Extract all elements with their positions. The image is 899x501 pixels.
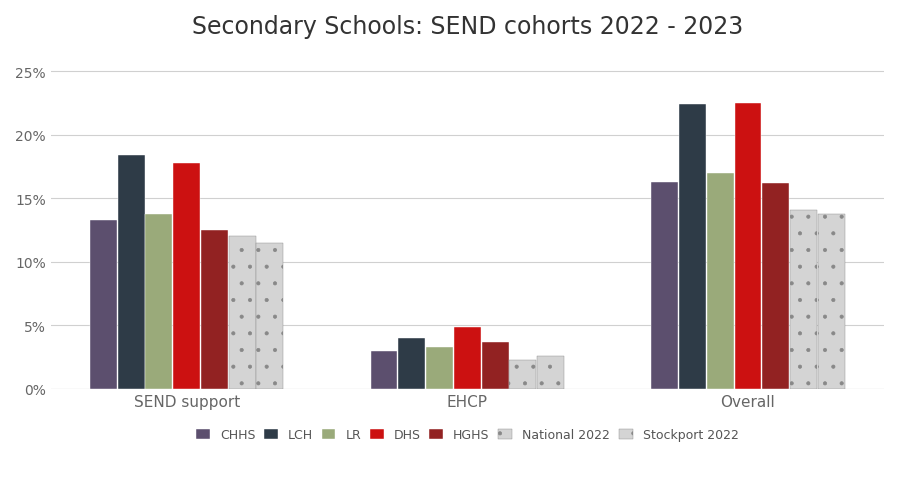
Bar	[398, 338, 425, 389]
Bar	[707, 174, 734, 389]
Bar	[228, 237, 255, 389]
Bar	[679, 105, 706, 389]
Bar	[734, 104, 761, 389]
Bar	[118, 156, 145, 389]
Bar	[146, 214, 173, 389]
Title: Secondary Schools: SEND cohorts 2022 - 2023: Secondary Schools: SEND cohorts 2022 - 2…	[191, 15, 743, 39]
Bar	[790, 210, 817, 389]
Bar	[90, 220, 117, 389]
Bar	[818, 214, 845, 389]
Bar	[762, 184, 789, 389]
Bar	[482, 342, 509, 389]
Bar	[651, 182, 678, 389]
Bar	[426, 347, 453, 389]
Bar	[537, 356, 564, 389]
Bar	[256, 243, 283, 389]
Bar	[510, 360, 537, 389]
Bar	[454, 327, 481, 389]
Legend: CHHS, LCH, LR, DHS, HGHS, National 2022, Stockport 2022: CHHS, LCH, LR, DHS, HGHS, National 2022,…	[191, 423, 743, 446]
Bar	[174, 163, 200, 389]
Bar	[370, 351, 397, 389]
Bar	[200, 230, 227, 389]
